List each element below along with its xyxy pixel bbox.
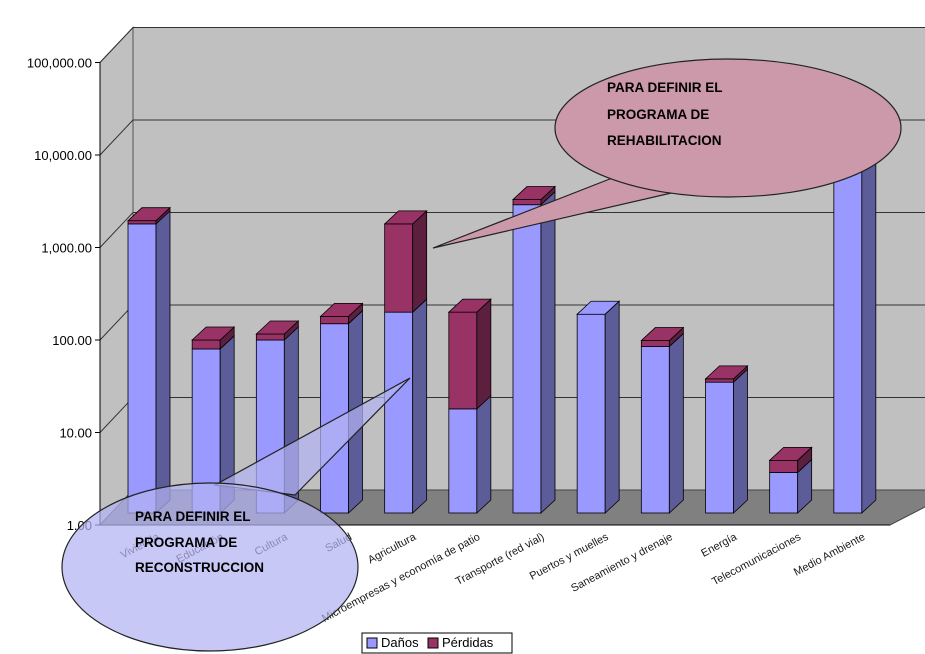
bar-perdidas-top: [383, 210, 428, 225]
callout-rehabilitacion-line: REHABILITACION: [607, 133, 722, 148]
bar-perdidas-front: [769, 459, 799, 473]
bar-perdidas-top: [704, 365, 749, 380]
bar-danos-side: [733, 368, 748, 514]
bar-danos-front: [512, 204, 542, 514]
bars: [126, 130, 877, 514]
bar-perdidas-top: [319, 302, 364, 317]
callout-rehabilitacion-text: PARA DEFINIR EL PROGRAMA DE REHABILITACI…: [607, 80, 726, 148]
bar-perdidas-top: [768, 446, 813, 461]
x-tick-label: Agricultura: [366, 531, 419, 567]
bar-danos-front: [448, 408, 478, 514]
bar-danos-side: [861, 143, 877, 514]
legend-label-perdidas: Pérdidas: [442, 635, 494, 650]
callout-reconstruccion-line: RECONSTRUCCION: [135, 560, 264, 575]
bar-perdidas-top: [255, 320, 300, 335]
legend-swatch-perdidas: [427, 637, 439, 649]
bar-perdidas-top: [191, 326, 236, 341]
bar-perdidas-front: [191, 339, 221, 350]
bar-perdidas-front: [640, 340, 670, 347]
bar-danos-front: [384, 311, 414, 514]
bar-danos-side: [668, 332, 684, 514]
callout-reconstruccion: PARA DEFINIR EL PROGRAMA DE RECONSTRUCCI…: [61, 377, 411, 652]
bar-perdidas-side: [412, 209, 428, 314]
bar-danos-front: [705, 381, 734, 514]
callout-reconstruccion-text: PARA DEFINIR EL PROGRAMA DE RECONSTRUCCI…: [135, 509, 264, 575]
legend: Daños Pérdidas: [361, 632, 513, 654]
y-tick-label: 10.00: [59, 426, 92, 441]
callout-rehabilitacion-bubble: [554, 58, 902, 198]
bar-perdidas-front: [705, 378, 734, 383]
bar-perdidas-front: [384, 223, 414, 313]
bar-perdidas-top: [126, 207, 172, 222]
bar-danos-front: [640, 346, 670, 514]
y-tick-label: 100.00: [52, 333, 92, 348]
bar-perdidas-top: [511, 186, 557, 200]
y-tick-label: 10,000.00: [34, 148, 92, 163]
callout-rehabilitacion-line: PARA DEFINIR EL: [607, 80, 722, 95]
bar-perdidas-front: [512, 199, 542, 206]
bar-danos-front: [127, 223, 157, 514]
callout-reconstruccion-bubble: [61, 482, 359, 652]
bar-perdidas-side: [476, 298, 492, 410]
bar-perdidas-front: [320, 315, 349, 325]
bar-perdidas-front: [127, 220, 157, 225]
legend-label-danos: Daños: [381, 635, 419, 650]
bar-perdidas-front: [255, 333, 285, 341]
y-tick-label: 100,000.00: [27, 56, 92, 71]
bar-danos-front: [576, 313, 606, 514]
x-tick-label: Energía: [699, 531, 739, 560]
callout-reconstruccion-line: PROGRAMA DE: [135, 535, 237, 550]
y-axis: 1.0010.00100.001,000.0010,000.00100,000.…: [27, 56, 101, 533]
callout-reconstruccion-line: PARA DEFINIR EL: [135, 509, 250, 524]
gridline: [99, 27, 925, 63]
bar-danos-side: [604, 300, 620, 514]
bar-perdidas-top: [640, 327, 685, 341]
legend-swatch-danos: [366, 637, 378, 649]
gridline: [99, 212, 925, 248]
bar-perdidas-front: [448, 311, 478, 410]
bar-danos-side: [540, 190, 556, 514]
y-tick-label: 1,000.00: [41, 241, 92, 256]
bar-danos-side: [155, 209, 171, 514]
x-tick-label: Medio Ambiente: [792, 531, 867, 579]
bar-danos-side: [412, 298, 428, 514]
callout-rehabilitacion-line: PROGRAMA DE: [607, 107, 709, 122]
bar-danos-side: [476, 394, 492, 514]
bar-perdidas-top: [447, 298, 492, 313]
bar-danos-top: [576, 300, 621, 315]
callout-rehabilitacion: PARA DEFINIR EL PROGRAMA DE REHABILITACI…: [432, 58, 902, 249]
bar-danos-front: [769, 472, 799, 514]
bar-danos-front: [833, 156, 863, 514]
